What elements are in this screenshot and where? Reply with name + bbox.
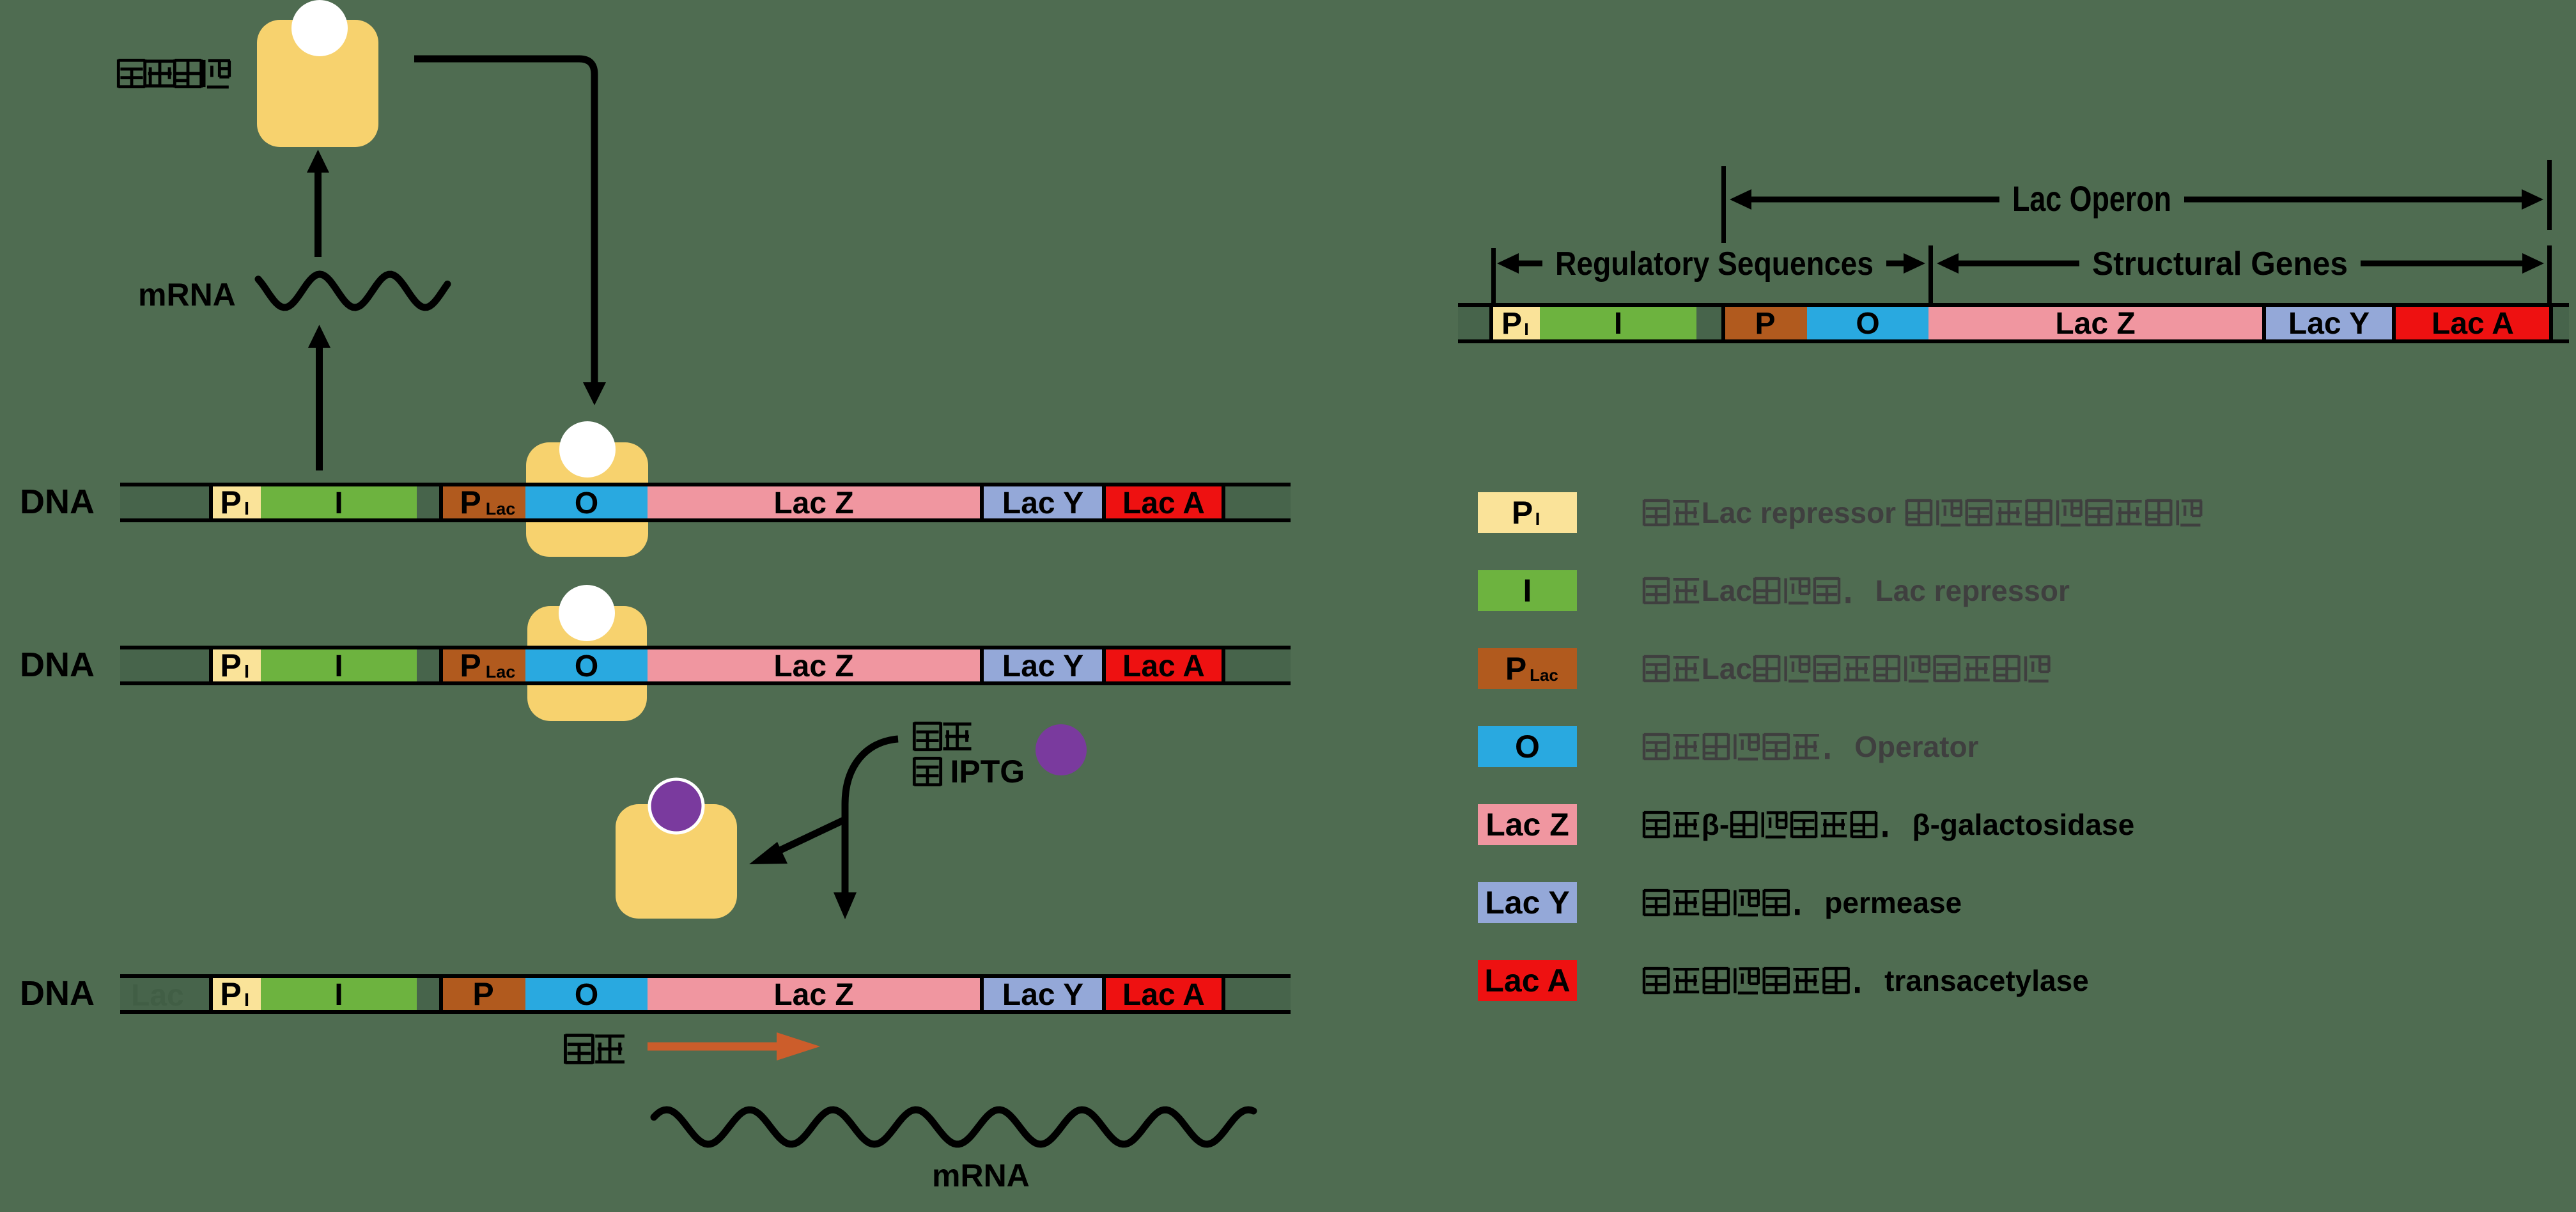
svg-text:I: I [244, 990, 249, 1011]
svg-text:I: I [334, 978, 343, 1012]
svg-text:P: P [1512, 495, 1533, 531]
svg-text:Lac: Lac [131, 979, 184, 1013]
svg-text:Lac A: Lac A [1122, 978, 1205, 1012]
svg-text:O: O [575, 649, 598, 683]
svg-text:I: I [1523, 573, 1532, 609]
svg-text:P: P [472, 976, 493, 1012]
svg-text:P: P [1755, 307, 1775, 341]
svg-text:P: P [1505, 651, 1526, 687]
svg-text:Lac Z: Lac Z [773, 486, 853, 520]
svg-text:transacetylase: transacetylase [1884, 964, 2089, 997]
svg-text:Lac: Lac [486, 662, 516, 681]
svg-text:Lac Y: Lac Y [1002, 978, 1083, 1012]
svg-text:Lac Y: Lac Y [2288, 307, 2370, 341]
svg-text:Lac repressor: Lac repressor [1702, 496, 1896, 529]
svg-text:I: I [334, 486, 343, 520]
svg-text:Lac Operon: Lac Operon [2012, 178, 2171, 219]
svg-text:Structural Genes: Structural Genes [2092, 245, 2348, 283]
svg-text:I: I [1614, 307, 1622, 341]
svg-text:mRNA: mRNA [932, 1158, 1030, 1193]
svg-text:Regulatory Sequences: Regulatory Sequences [1555, 245, 1874, 283]
svg-text:I: I [1524, 320, 1529, 339]
svg-text:P: P [460, 485, 481, 520]
svg-text:I: I [1535, 509, 1540, 529]
svg-text:Lac Z: Lac Z [773, 978, 853, 1012]
svg-text:β-: β- [1702, 808, 1729, 841]
svg-text:DNA: DNA [20, 974, 95, 1013]
svg-text:O: O [1856, 307, 1879, 341]
svg-text:P: P [220, 648, 241, 683]
svg-text:Lac Z: Lac Z [1486, 807, 1569, 843]
svg-text:P: P [460, 648, 481, 683]
svg-text:Lac: Lac [1530, 665, 1558, 685]
svg-text:Lac A: Lac A [1122, 486, 1205, 520]
svg-text:DNA: DNA [20, 646, 95, 684]
svg-text:Lac Y: Lac Y [1002, 486, 1083, 520]
svg-text:O: O [575, 978, 598, 1012]
svg-text:Lac A: Lac A [1122, 649, 1205, 683]
svg-text:Lac Y: Lac Y [1485, 885, 1570, 921]
svg-text:permease: permease [1824, 886, 1962, 919]
svg-text:P: P [220, 485, 241, 520]
svg-text:O: O [1515, 729, 1540, 765]
svg-text:mRNA: mRNA [138, 277, 236, 313]
svg-text:β-galactosidase: β-galactosidase [1913, 808, 2135, 841]
svg-text:Lac Z: Lac Z [773, 649, 853, 683]
svg-text:P: P [220, 976, 241, 1012]
svg-text:Lac repressor: Lac repressor [1875, 574, 2070, 607]
svg-text:I: I [244, 499, 249, 519]
svg-text:O: O [575, 486, 598, 520]
svg-text:Lac Y: Lac Y [1002, 649, 1083, 683]
svg-text:P: P [1501, 307, 1522, 341]
svg-text:DNA: DNA [20, 483, 95, 521]
svg-text:IPTG: IPTG [950, 754, 1025, 789]
svg-text:Lac: Lac [1702, 574, 1752, 607]
svg-text:Lac Z: Lac Z [2055, 307, 2135, 341]
svg-text:Lac: Lac [486, 499, 516, 518]
svg-text:I: I [334, 649, 343, 683]
svg-text:I: I [244, 662, 249, 682]
svg-text:Lac A: Lac A [1484, 963, 1570, 998]
svg-text:Lac: Lac [1702, 652, 1752, 685]
svg-text:Operator: Operator [1854, 730, 1978, 763]
svg-text:Lac A: Lac A [2432, 307, 2514, 341]
